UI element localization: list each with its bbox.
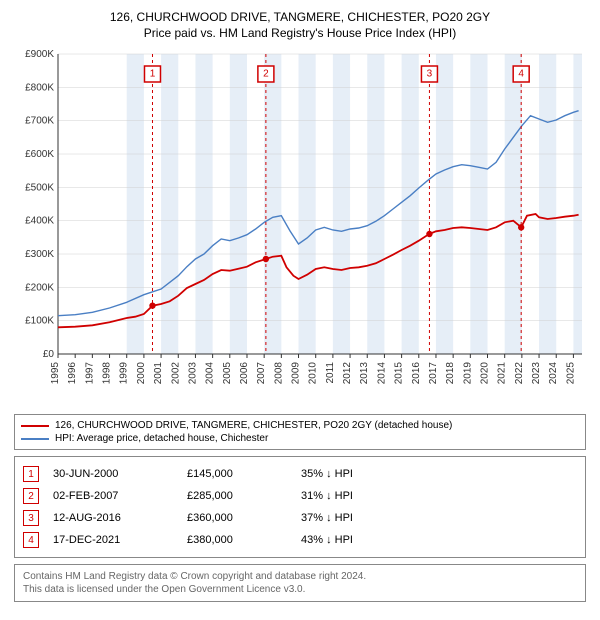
tx-point (263, 256, 269, 262)
x-tick-label: 2009 (291, 362, 302, 385)
tx-marker-label: 2 (263, 69, 269, 80)
x-tick-label: 2012 (342, 362, 353, 385)
x-tick-label: 2022 (514, 362, 525, 385)
y-tick-label: £0 (43, 349, 55, 360)
y-tick-label: £900K (25, 49, 54, 60)
tx-row: 2 02-FEB-2007 £285,000 31% ↓ HPI (23, 485, 577, 507)
y-tick-label: £200K (25, 282, 54, 293)
year-band (470, 54, 487, 354)
x-tick-label: 1995 (50, 362, 61, 385)
tx-row-marker: 4 (23, 532, 39, 548)
x-tick-label: 2002 (170, 362, 181, 385)
x-tick-label: 2006 (239, 362, 250, 385)
year-band (333, 54, 350, 354)
year-band (127, 54, 144, 354)
year-band (299, 54, 316, 354)
year-band (505, 54, 522, 354)
x-tick-label: 1998 (102, 362, 113, 385)
tx-row-date: 17-DEC-2021 (53, 534, 173, 546)
legend: 126, CHURCHWOOD DRIVE, TANGMERE, CHICHES… (14, 414, 586, 450)
y-tick-label: £100K (25, 316, 54, 327)
footnote: Contains HM Land Registry data © Crown c… (14, 564, 586, 602)
legend-swatch (21, 438, 49, 440)
tx-row-price: £145,000 (187, 468, 287, 480)
tx-row: 3 12-AUG-2016 £360,000 37% ↓ HPI (23, 507, 577, 529)
x-tick-label: 2023 (531, 362, 542, 385)
x-tick-label: 2013 (359, 362, 370, 385)
legend-item: 126, CHURCHWOOD DRIVE, TANGMERE, CHICHES… (21, 419, 579, 432)
x-tick-label: 2019 (462, 362, 473, 385)
tx-row-delta: 31% ↓ HPI (301, 490, 401, 502)
y-tick-label: £800K (25, 82, 54, 93)
year-band (195, 54, 212, 354)
year-band (230, 54, 247, 354)
chart-svg: £0 £100K £200K £300K £400K £500K £600K £700K £80… (10, 46, 590, 406)
x-tick-label: 2011 (325, 362, 336, 384)
tx-row-price: £360,000 (187, 512, 287, 524)
x-tick-label: 2008 (273, 362, 284, 385)
x-tick-label: 2016 (411, 362, 422, 385)
footnote-line1: Contains HM Land Registry data © Crown c… (23, 570, 577, 583)
tx-marker-label: 1 (150, 69, 156, 80)
year-band (436, 54, 453, 354)
year-band (573, 54, 582, 354)
x-tick-label: 1999 (119, 362, 130, 385)
x-tick-label: 2001 (153, 362, 164, 385)
legend-item: HPI: Average price, detached house, Chic… (21, 432, 579, 445)
x-tick-label: 2007 (256, 362, 267, 385)
tx-point (426, 231, 432, 237)
tx-row-marker: 1 (23, 466, 39, 482)
x-tick-label: 1996 (67, 362, 78, 385)
legend-label: HPI: Average price, detached house, Chic… (55, 433, 268, 444)
y-tick-label: £600K (25, 149, 54, 160)
x-tick-label: 2017 (428, 362, 439, 385)
footnote-line2: This data is licensed under the Open Gov… (23, 583, 577, 596)
year-band (402, 54, 419, 354)
year-band (161, 54, 178, 354)
tx-row-marker: 3 (23, 510, 39, 526)
x-tick-label: 2000 (136, 362, 147, 385)
tx-row-delta: 43% ↓ HPI (301, 534, 401, 546)
tx-row-delta: 35% ↓ HPI (301, 468, 401, 480)
x-tick-label: 2014 (376, 362, 387, 385)
tx-row-price: £380,000 (187, 534, 287, 546)
y-tick-label: £300K (25, 249, 54, 260)
x-tick-label: 2010 (308, 362, 319, 385)
year-band (264, 54, 281, 354)
transactions-table: 1 30-JUN-2000 £145,000 35% ↓ HPI 2 02-FEB-200… (14, 456, 586, 558)
chart-title-line1: 126, CHURCHWOOD DRIVE, TANGMERE, CHICHES… (10, 10, 590, 24)
tx-row-date: 30-JUN-2000 (53, 468, 173, 480)
tx-row: 1 30-JUN-2000 £145,000 35% ↓ HPI (23, 463, 577, 485)
tx-point (518, 224, 524, 230)
tx-marker-label: 4 (518, 69, 524, 80)
tx-row-date: 02-FEB-2007 (53, 490, 173, 502)
x-tick-label: 2024 (548, 362, 559, 385)
tx-marker-label: 3 (427, 69, 433, 80)
x-tick-label: 2005 (222, 362, 233, 385)
year-band (539, 54, 556, 354)
chart-title-line2: Price paid vs. HM Land Registry's House … (10, 26, 590, 40)
legend-swatch (21, 425, 49, 427)
x-tick-label: 2025 (565, 362, 576, 385)
y-tick-label: £500K (25, 182, 54, 193)
tx-point (149, 302, 155, 308)
y-tick-label: £400K (25, 216, 54, 227)
x-tick-label: 2021 (497, 362, 508, 385)
x-tick-label: 2003 (187, 362, 198, 385)
tx-row-marker: 2 (23, 488, 39, 504)
tx-row-price: £285,000 (187, 490, 287, 502)
price-chart: £0 £100K £200K £300K £400K £500K £600K £700K £80… (10, 46, 590, 406)
x-tick-label: 2015 (394, 362, 405, 385)
legend-label: 126, CHURCHWOOD DRIVE, TANGMERE, CHICHES… (55, 420, 452, 431)
x-tick-label: 2018 (445, 362, 456, 385)
x-tick-label: 2020 (480, 362, 491, 385)
x-tick-label: 1997 (84, 362, 95, 385)
tx-row: 4 17-DEC-2021 £380,000 43% ↓ HPI (23, 529, 577, 551)
x-tick-label: 2004 (205, 362, 216, 385)
tx-row-date: 12-AUG-2016 (53, 512, 173, 524)
y-tick-label: £700K (25, 116, 54, 127)
tx-row-delta: 37% ↓ HPI (301, 512, 401, 524)
year-band (367, 54, 384, 354)
